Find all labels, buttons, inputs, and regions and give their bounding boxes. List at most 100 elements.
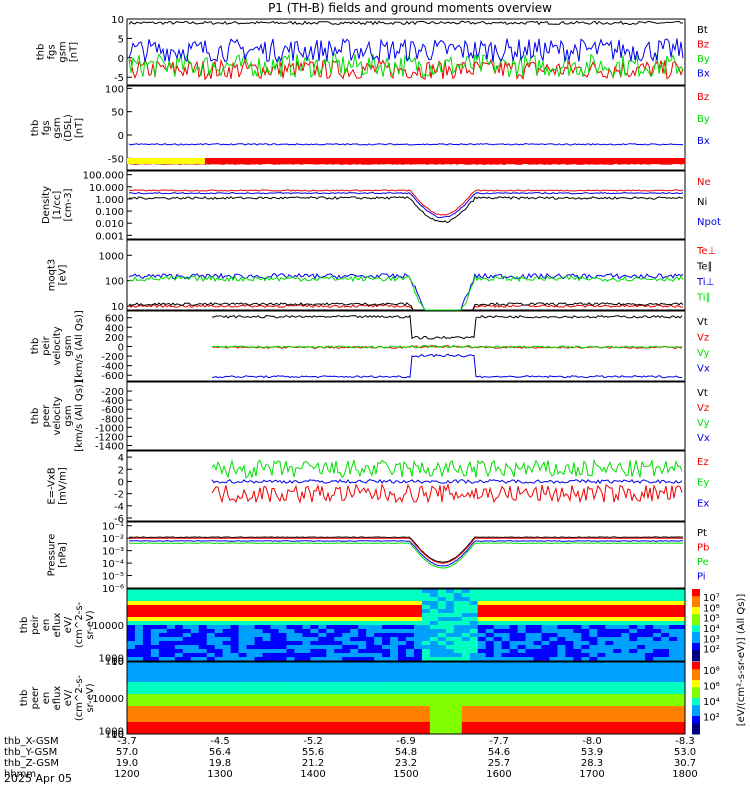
heatmap-cell [230,597,240,602]
heatmap-cell [142,601,152,606]
heatmap-cell [127,601,136,606]
heatmap-cell [278,657,287,662]
heatmap-cell [142,589,152,594]
heatmap-cell [653,706,662,711]
colorbar-cell [692,712,700,717]
heatmap-cell [222,641,232,646]
heatmap-cell [174,678,184,683]
heatmap-cell [366,682,375,687]
heatmap-cell [557,657,566,662]
heatmap-cell [270,730,279,735]
heatmap-cell [398,605,407,610]
axis-value: -8.0 [582,736,602,747]
heatmap-cell [142,641,152,646]
heatmap-cell [294,710,303,715]
legend-Vy: Vy [697,348,710,359]
heatmap-cell [669,706,678,711]
heatmap-cell [342,657,351,662]
heatmap-cell [238,674,248,679]
heatmap-cell [302,698,311,703]
heatmap-cell [597,682,606,687]
heatmap-cell [629,666,638,671]
heatmap-cell [318,682,327,687]
colorbar-cell [692,621,700,626]
heatmap-cell [142,597,152,602]
heatmap-cell [302,637,311,642]
heatmap-cell [326,649,335,654]
heatmap-cell [134,605,144,610]
heatmap-cell [445,662,455,667]
heatmap-cell [573,702,582,707]
heatmap-cell [501,718,511,723]
heatmap-cell [565,702,574,707]
heatmap-cell [374,589,383,594]
heatmap-cell [382,666,391,671]
heatmap-cell [517,682,527,687]
heatmap-cell [190,690,200,695]
heatmap-cell [230,605,240,610]
heatmap-cell [286,609,295,614]
heatmap-cell [214,641,224,646]
heatmap-cell [238,722,248,727]
heatmap-cell [310,597,319,602]
heatmap-cell [429,641,439,646]
heatmap-cell [150,637,160,642]
heatmap-cell [326,625,335,630]
heatmap-cell [573,657,582,662]
heatmap-cell [565,613,574,618]
heatmap-cell [613,670,622,675]
heatmap-cell [310,601,319,606]
heatmap-cell [190,601,200,606]
heatmap-cell [262,714,271,719]
colorbar-cell [692,646,700,651]
heatmap-cell [421,601,431,606]
heatmap-cell [477,629,487,634]
colorbar-cell [692,650,700,655]
heatmap-cell [246,621,256,626]
heatmap-cell [310,625,319,630]
heatmap-cell [182,690,192,695]
heatmap-cell [525,633,535,638]
heatmap-cell [182,621,192,626]
heatmap-cell [294,730,303,735]
heatmap-cell [134,702,144,707]
heatmap-cell [390,722,399,727]
heatmap-cell [262,621,271,626]
legend-Bt: Bt [697,25,708,36]
heatmap-cell [645,593,654,598]
heatmap-cell [326,662,335,667]
heatmap-cell [509,710,519,715]
heatmap-cell [573,641,582,646]
heatmap-cell [573,629,582,634]
heatmap-cell [127,714,136,719]
heatmap-cell [334,657,343,662]
heatmap-cell [158,666,168,671]
heatmap-cell [661,698,670,703]
y-tick-label: 10⁻² [102,534,124,545]
heatmap-cell [366,710,375,715]
heatmap-cell [390,621,399,626]
heatmap-cell [230,629,240,634]
heatmap-cell [461,641,471,646]
heatmap-cell [669,609,678,614]
heatmap-cell [390,670,399,675]
heatmap-cell [318,625,327,630]
heatmap-cell [142,662,152,667]
series-Bx [128,143,683,146]
heatmap-cell [382,597,391,602]
heatmap-cell [477,589,487,594]
heatmap-cell [461,589,471,594]
heatmap-cell [366,629,375,634]
heatmap-cell [429,686,439,691]
heatmap-cell [334,666,343,671]
heatmap-cell [182,670,192,675]
heatmap-cell [485,726,495,731]
heatmap-cell [429,645,439,650]
axis-value: 28.3 [581,758,603,769]
heatmap-cell [549,637,558,642]
heatmap-cell [142,605,152,610]
heatmap-cell [342,649,351,654]
heatmap-cell [342,637,351,642]
heatmap-cell [413,726,423,731]
heatmap-cell [573,645,582,650]
